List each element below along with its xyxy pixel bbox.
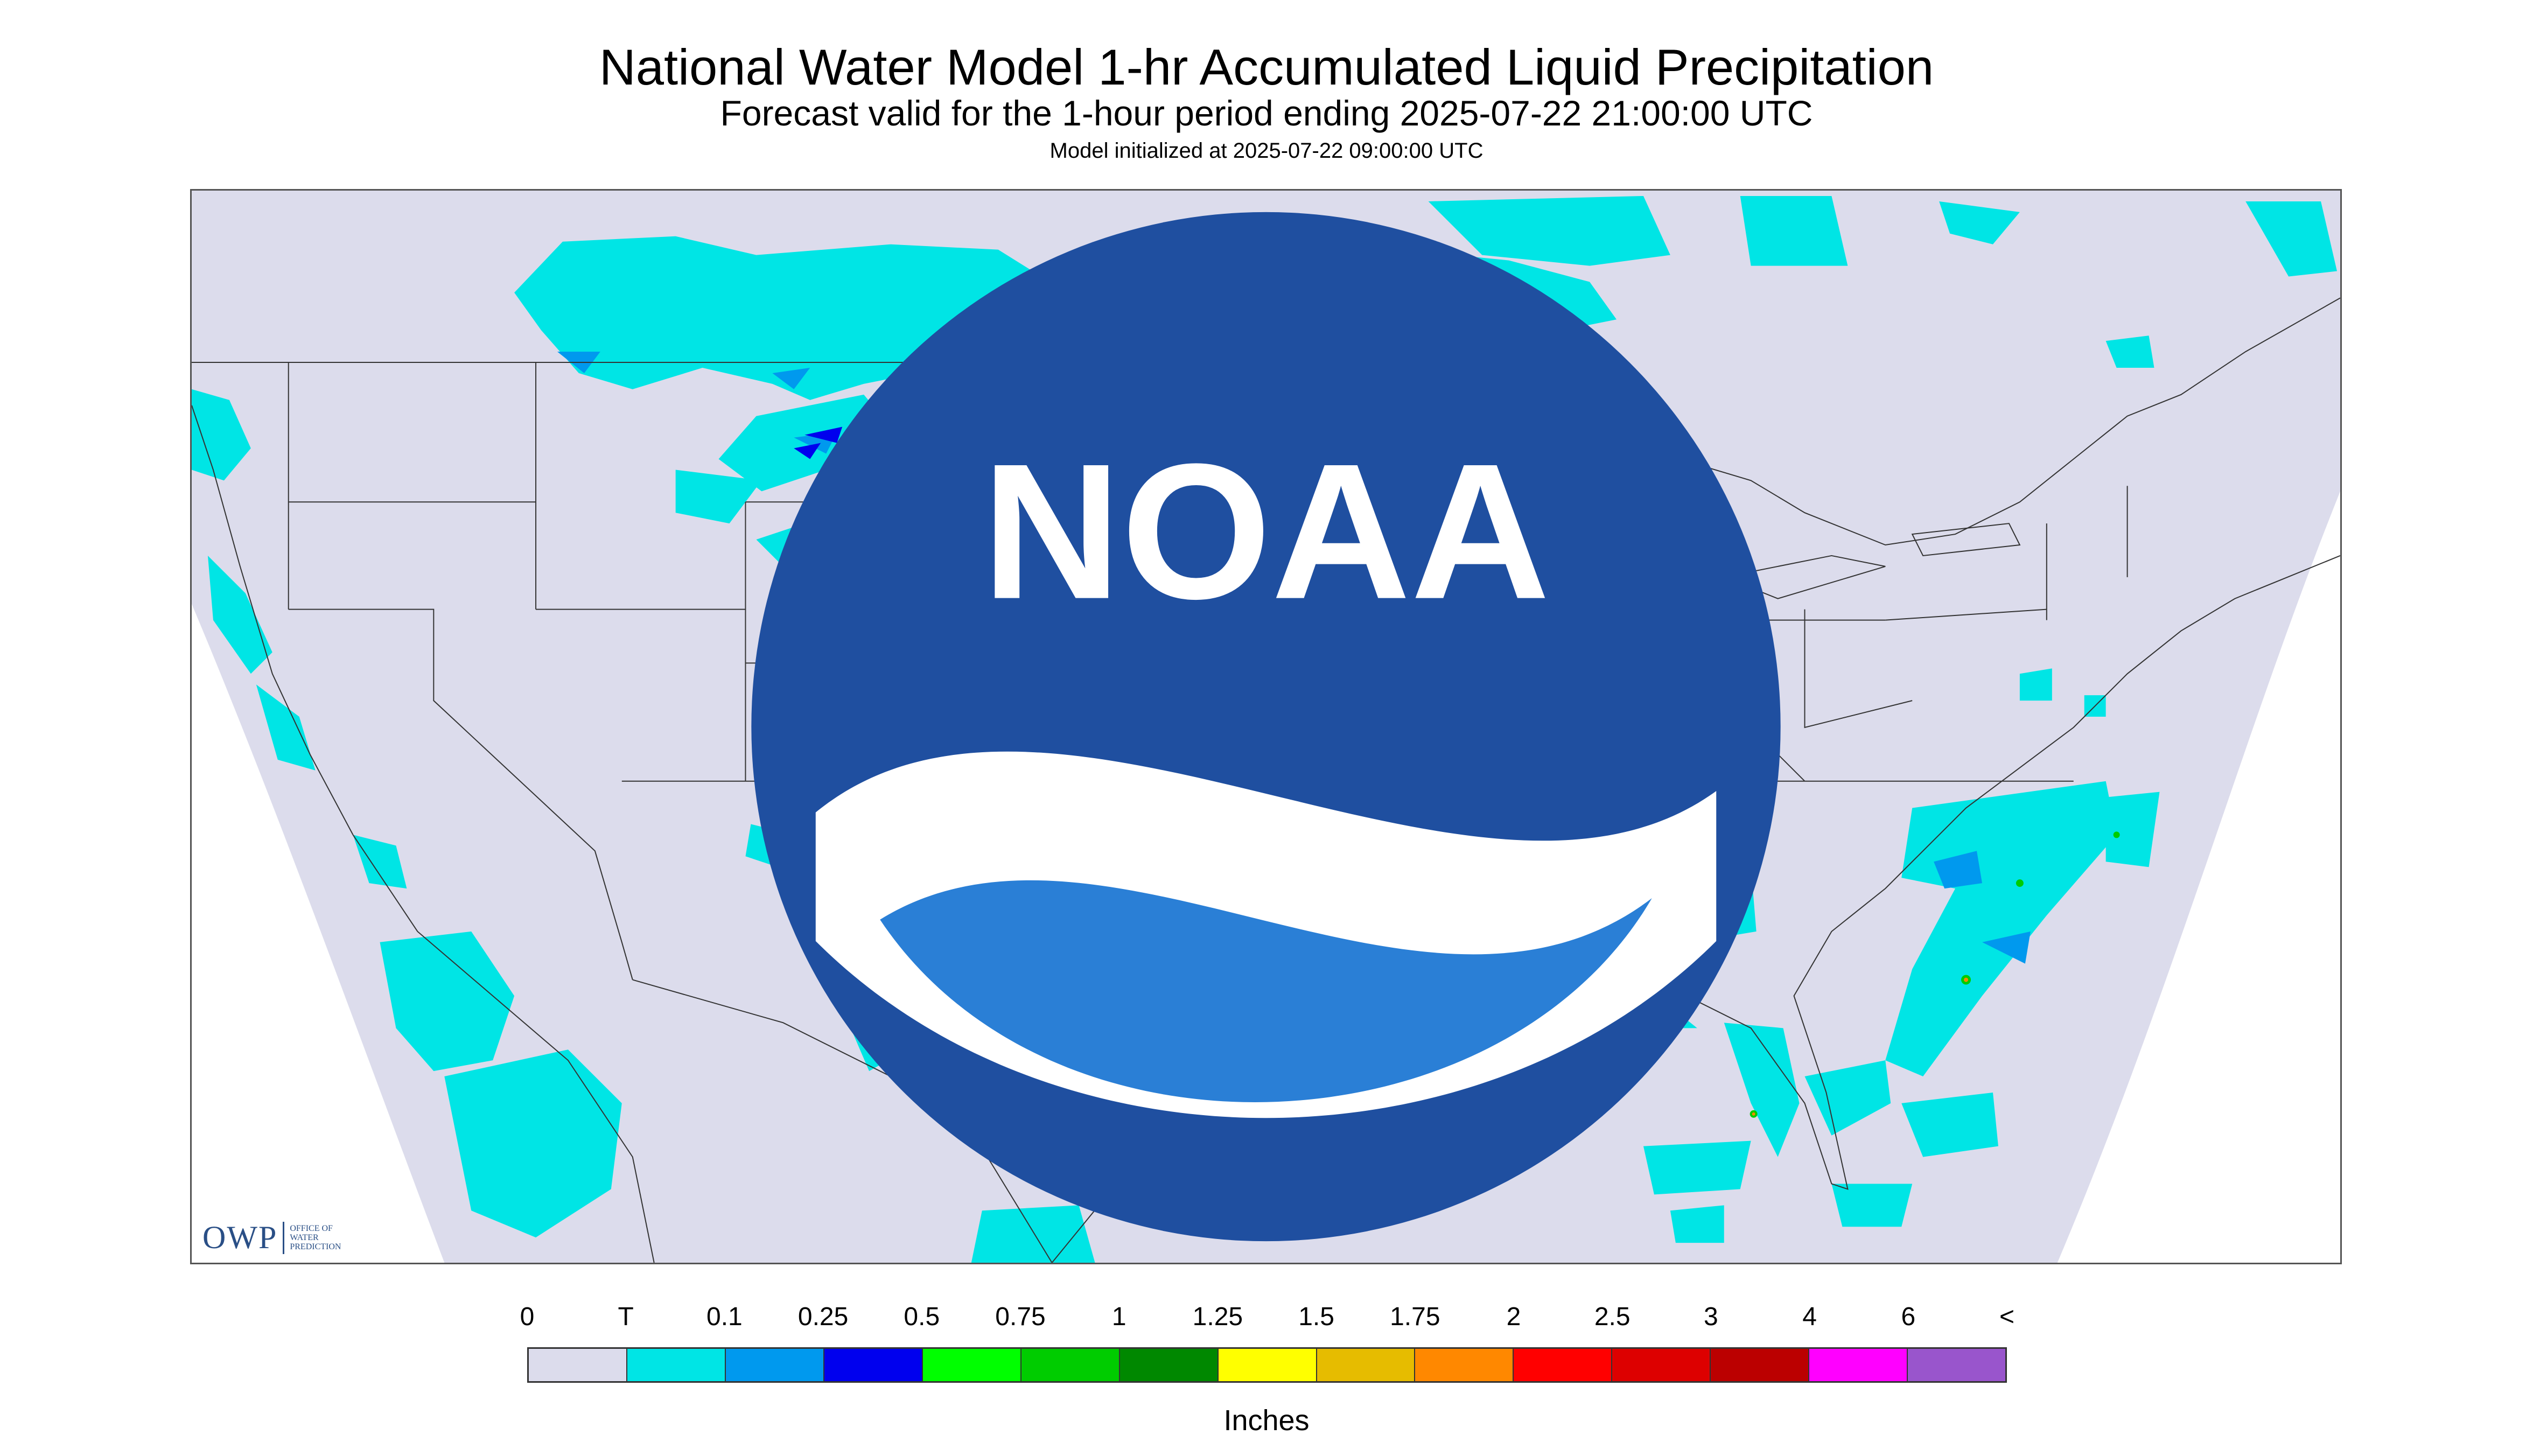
legend-swatch [1119,1349,1219,1381]
svg-text:NOAA: NOAA [982,424,1550,639]
legend-label: 0.75 [995,1303,1046,1331]
legend-swatch [1809,1349,1908,1381]
legend-label: 1.25 [1192,1303,1243,1331]
legend-label: < [1999,1303,2015,1331]
legend-swatch [1317,1349,1416,1381]
legend-swatch [1612,1349,1711,1381]
legend-swatch [824,1349,923,1381]
legend-units: Inches [1223,1404,1310,1437]
owp-logo: OWP OFFICE OF WATER PREDICTION [202,1219,341,1256]
legend-swatch [922,1349,1021,1381]
legend-label: 0.5 [904,1303,940,1331]
legend-swatch [725,1349,824,1381]
precipitation-legend [527,1347,2007,1383]
legend-swatch [627,1349,726,1381]
legend-label: 4 [1802,1303,1817,1331]
legend-swatch [1514,1349,1613,1381]
legend-swatch [529,1349,627,1381]
legend-swatch [1711,1349,1810,1381]
legend-label: 1.75 [1390,1303,1440,1331]
legend-swatch [1908,1349,2006,1381]
legend-label: 3 [1704,1303,1718,1331]
legend-label: 2 [1506,1303,1521,1331]
legend-swatch [1021,1349,1120,1381]
legend-label: 1 [1111,1303,1126,1331]
legend-label: 0.25 [797,1303,849,1331]
legend-swatch [1218,1349,1317,1381]
map-title: National Water Model 1-hr Accumulated Li… [599,39,1934,95]
legend-label: 0 [520,1303,535,1331]
legend-label: 0.1 [706,1303,743,1331]
precipitation-map: OWP OFFICE OF WATER PREDICTION NOAA [190,189,2342,1264]
legend-label: 6 [1901,1303,1916,1331]
precip-peak-cells [1752,977,1969,1116]
map-subtitle: Forecast valid for the 1-hour period end… [720,93,1813,133]
owp-logo-text: OWP [202,1220,278,1255]
legend-label: T [618,1303,634,1331]
legend-label: 2.5 [1594,1303,1631,1331]
owp-logo-divider [283,1221,285,1254]
owp-logo-subtitle: OFFICE OF WATER PREDICTION [290,1224,341,1251]
model-init-text: Model initialized at 2025-07-22 09:00:00… [1049,139,1484,163]
legend-swatch [1415,1349,1514,1381]
legend-label: 1.5 [1298,1303,1334,1331]
noaa-logo: NOAA [751,212,1781,1242]
